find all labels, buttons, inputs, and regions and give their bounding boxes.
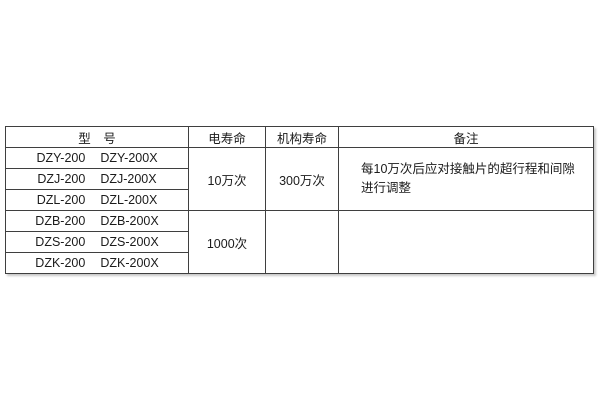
table-row: DZY-200 DZY-200X 10万次 300万次 每10万次后应对接触片的…	[5, 147, 594, 211]
model-cell: DZB-200 DZB-200X	[5, 210, 189, 232]
col-header-mechanism-life: 机构寿命	[265, 126, 339, 148]
remark-text: 进行调整	[361, 181, 412, 195]
remark-cell: 每10万次后应对接触片的超行程和间隙 进行调整	[338, 147, 594, 211]
mechanism-life-cell	[265, 210, 339, 274]
col-header-model: 型 号	[5, 126, 189, 148]
col-header-remark: 备注	[338, 126, 594, 148]
model-name: DZJ-200X	[100, 172, 157, 186]
model-name: DZK-200	[35, 256, 86, 270]
model-name: DZB-200X	[100, 214, 159, 228]
table-row: DZJ-200 DZJ-200X	[5, 168, 594, 190]
model-cell: DZS-200 DZS-200X	[5, 231, 189, 253]
model-cell: DZL-200 DZL-200X	[5, 189, 189, 211]
model-name: DZL-200	[36, 193, 86, 207]
spec-table: 型 号 电寿命 机构寿命 备注 DZY-200 DZY-200X 10万次 30…	[5, 126, 594, 274]
model-cell: DZK-200 DZK-200X	[5, 252, 189, 274]
model-name: DZS-200X	[100, 235, 159, 249]
model-name: DZS-200	[35, 235, 86, 249]
electrical-life-cell: 10万次	[188, 147, 266, 211]
col-header-electrical-life: 电寿命	[188, 126, 266, 148]
model-name: DZK-200X	[100, 256, 159, 270]
mechanism-life-cell: 300万次	[265, 147, 339, 211]
table-row: DZB-200 DZB-200X 1000次	[5, 210, 594, 274]
table-row: DZL-200 DZL-200X	[5, 189, 594, 211]
model-name: DZY-200X	[100, 151, 158, 165]
remark-cell	[338, 210, 594, 274]
model-cell: DZY-200 DZY-200X	[5, 147, 189, 169]
model-name: DZB-200	[35, 214, 86, 228]
remark-text: 每10万次后应对接触片的超行程和间隙	[361, 162, 575, 176]
table-row: DZK-200 DZK-200X	[5, 252, 594, 274]
model-name: DZJ-200	[37, 172, 86, 186]
model-name: DZY-200	[36, 151, 86, 165]
model-cell: DZJ-200 DZJ-200X	[5, 168, 189, 190]
model-name: DZL-200X	[100, 193, 158, 207]
header-row: 型 号 电寿命 机构寿命 备注	[5, 126, 594, 148]
electrical-life-cell: 1000次	[188, 210, 266, 274]
